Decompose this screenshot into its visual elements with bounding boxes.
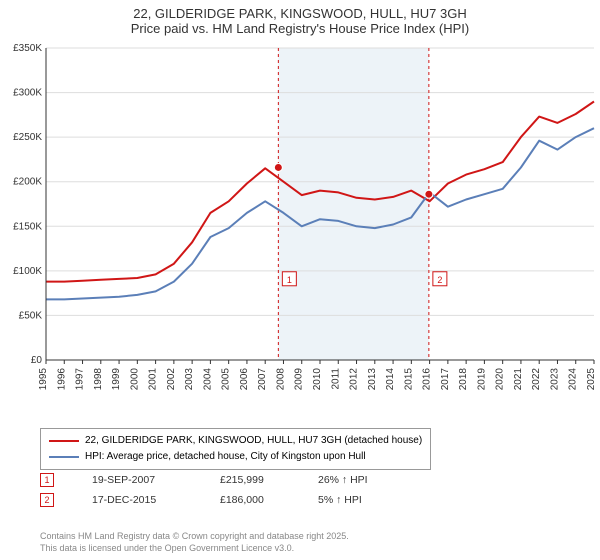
svg-text:2007: 2007 [257,368,268,391]
svg-text:1995: 1995 [38,368,49,391]
marker-date-2: 17-DEC-2015 [92,494,182,506]
svg-text:2025: 2025 [586,368,597,391]
footer-line2: This data is licensed under the Open Gov… [40,542,349,554]
marker-row-2: 2 17-DEC-2015 £186,000 5% ↑ HPI [40,490,408,510]
legend-row-hpi: HPI: Average price, detached house, City… [49,449,422,465]
footer-attribution: Contains HM Land Registry data © Crown c… [40,530,349,554]
svg-text:2013: 2013 [367,368,378,391]
svg-text:1999: 1999 [111,368,122,391]
legend-swatch-price [49,440,79,442]
svg-text:2000: 2000 [129,368,140,391]
svg-text:2005: 2005 [221,368,232,391]
chart-area: £0 £50K £100K £150K £200K £250K £300K £350K 1995… [0,40,600,420]
svg-text:£200K: £200K [13,177,42,188]
svg-text:2016: 2016 [422,368,433,391]
svg-text:2010: 2010 [312,368,323,391]
svg-text:2017: 2017 [440,368,451,391]
svg-text:2015: 2015 [403,368,414,391]
legend-label-price: 22, GILDERIDGE PARK, KINGSWOOD, HULL, HU… [85,433,422,449]
svg-text:2001: 2001 [148,368,159,391]
svg-text:£350K: £350K [13,43,42,54]
svg-text:£0: £0 [31,355,43,366]
marker-badge-1: 1 [40,473,54,487]
title-line1: 22, GILDERIDGE PARK, KINGSWOOD, HULL, HU… [0,6,600,21]
legend-label-hpi: HPI: Average price, detached house, City… [85,449,366,465]
footer-line1: Contains HM Land Registry data © Crown c… [40,530,349,542]
svg-text:2020: 2020 [495,368,506,391]
legend-swatch-hpi [49,456,79,458]
svg-text:2024: 2024 [568,368,579,391]
svg-text:2012: 2012 [349,368,360,391]
marker-pct-1: 26% ↑ HPI [318,474,408,486]
svg-text:2003: 2003 [184,368,195,391]
svg-text:2018: 2018 [458,368,469,391]
svg-text:£50K: £50K [19,310,43,321]
line-chart: £0 £50K £100K £150K £200K £250K £300K £350K 1995… [0,40,600,420]
svg-text:2: 2 [437,275,442,285]
svg-text:2011: 2011 [330,368,341,390]
svg-text:2004: 2004 [202,368,213,391]
marker-price-1: £215,999 [220,474,280,486]
svg-text:2006: 2006 [239,368,250,391]
legend: 22, GILDERIDGE PARK, KINGSWOOD, HULL, HU… [40,428,431,470]
svg-text:2022: 2022 [531,368,542,391]
svg-text:£250K: £250K [13,132,42,143]
marker-row-1: 1 19-SEP-2007 £215,999 26% ↑ HPI [40,470,408,490]
marker-date-1: 19-SEP-2007 [92,474,182,486]
svg-text:£300K: £300K [13,88,42,99]
svg-text:2009: 2009 [294,368,305,391]
svg-text:1997: 1997 [75,368,86,391]
svg-text:2002: 2002 [166,368,177,391]
svg-text:1996: 1996 [56,368,67,391]
svg-text:2021: 2021 [513,368,524,391]
title-line2: Price paid vs. HM Land Registry's House … [0,21,600,36]
svg-text:1998: 1998 [93,368,104,391]
marker-price-2: £186,000 [220,494,280,506]
svg-text:2019: 2019 [476,368,487,391]
svg-text:1: 1 [287,275,292,285]
svg-text:2014: 2014 [385,368,396,391]
svg-text:£150K: £150K [13,221,42,232]
marker-badge-2: 2 [40,493,54,507]
chart-title: 22, GILDERIDGE PARK, KINGSWOOD, HULL, HU… [0,0,600,38]
svg-text:£100K: £100K [13,266,42,277]
legend-row-price: 22, GILDERIDGE PARK, KINGSWOOD, HULL, HU… [49,433,422,449]
markers-table: 1 19-SEP-2007 £215,999 26% ↑ HPI 2 17-DE… [40,470,408,510]
svg-text:2023: 2023 [549,368,560,391]
svg-text:2008: 2008 [275,368,286,391]
marker-pct-2: 5% ↑ HPI [318,494,408,506]
